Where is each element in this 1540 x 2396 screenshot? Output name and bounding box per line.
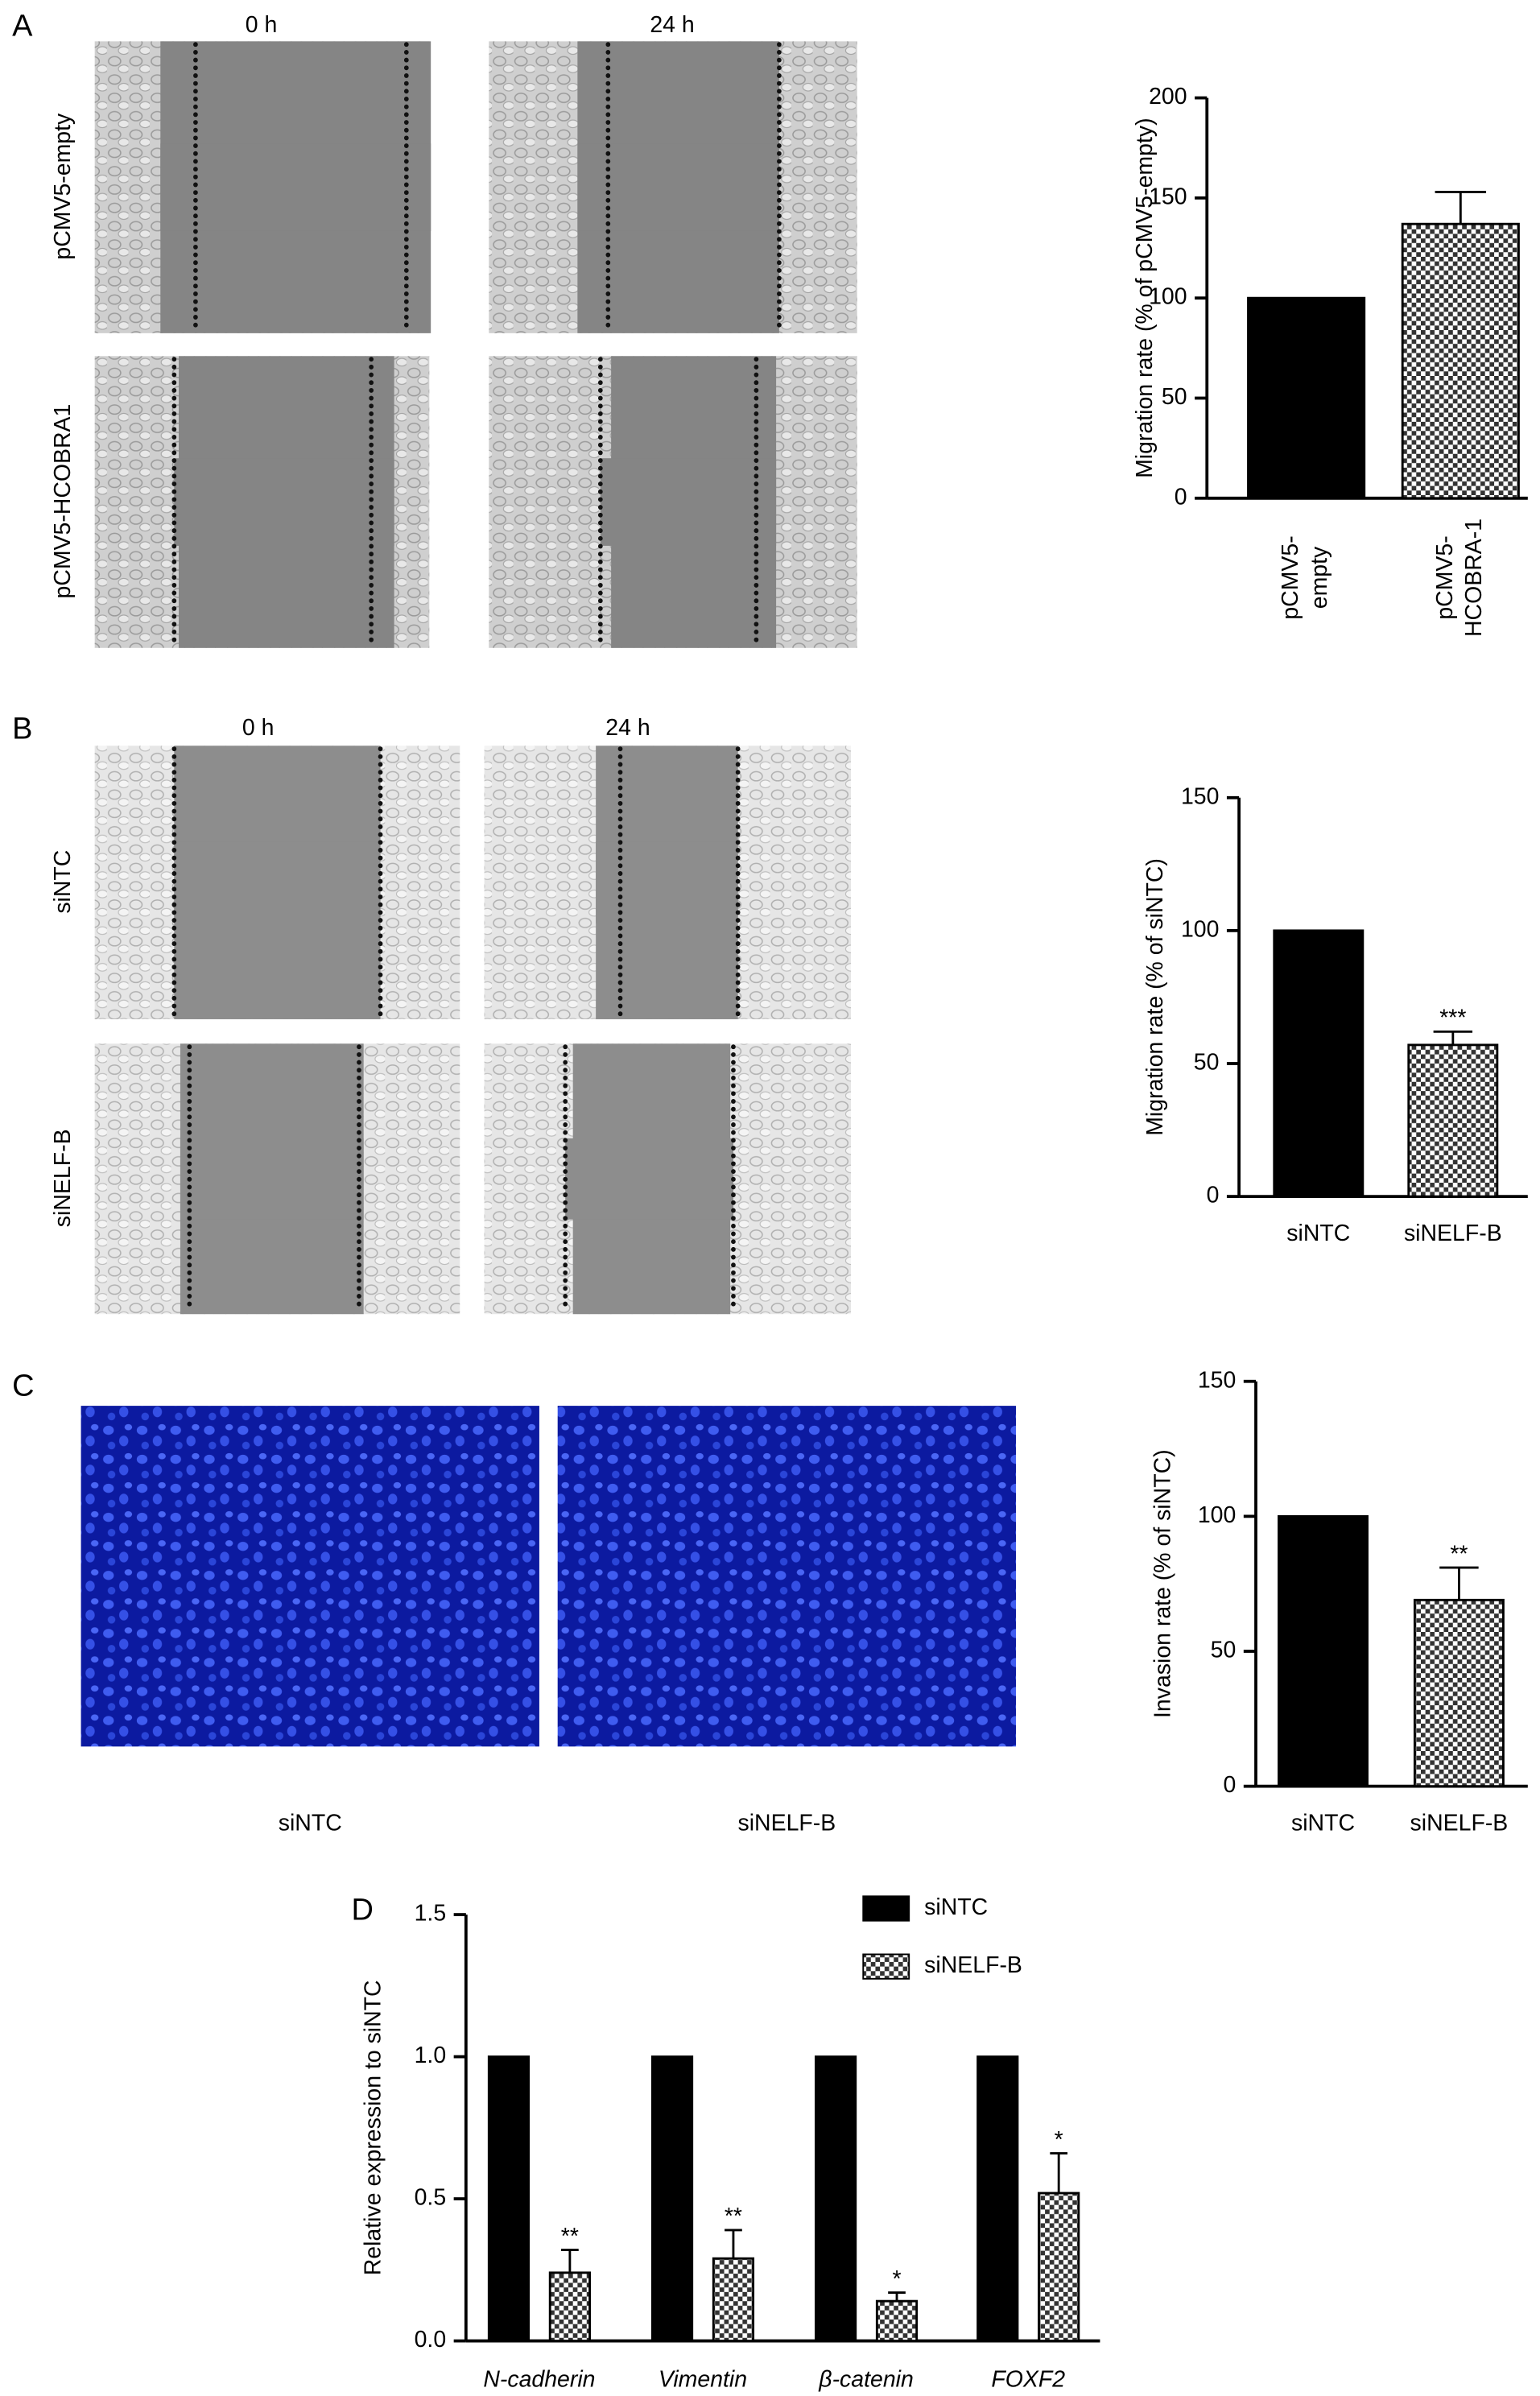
x-tick-label: N-cadherin (483, 2366, 595, 2392)
bar (1401, 222, 1520, 500)
y-tick-label: 1.0 (415, 2043, 447, 2068)
significance-label: * (1055, 2127, 1063, 2153)
panel-label: B (12, 712, 32, 746)
x-tick-label: siNTC (1286, 1221, 1350, 1246)
x-tick-label: empty (1307, 546, 1332, 609)
wound-area (596, 841, 738, 924)
y-tick-label: 200 (1149, 84, 1187, 109)
column-label: 0 h (246, 12, 278, 38)
legend-label: siNELF-B (924, 1952, 1022, 1978)
y-tick-label: 0 (1207, 1183, 1220, 1208)
bar (1273, 929, 1365, 1198)
x-tick-label: HCOBRA-1 (1461, 518, 1487, 637)
x-tick-label: pCMV5- (1432, 535, 1458, 619)
y-tick-label: 100 (1181, 916, 1219, 942)
error-bar (725, 2229, 742, 2259)
y-axis-title: Invasion rate (% of siNTC) (1150, 1449, 1176, 1718)
x-tick-label: siNELF-B (1410, 1811, 1509, 1836)
y-tick-label: 50 (1194, 1050, 1220, 1076)
y-tick-label: 0.0 (415, 2327, 447, 2353)
error-bar (1050, 2152, 1068, 2194)
y-tick-label: 100 (1198, 1502, 1236, 1528)
significance-label: ** (1450, 1541, 1468, 1567)
column-label: 0 h (242, 715, 275, 741)
fluorescence-image (81, 1406, 539, 1747)
y-tick-label: 0.5 (415, 2185, 447, 2211)
y-axis-title: Migration rate (% of siNTC) (1142, 858, 1168, 1136)
bar (1413, 1598, 1505, 1788)
y-tick-label: 100 (1149, 284, 1187, 310)
wound-area (565, 1138, 733, 1220)
legend-label: siNTC (924, 1894, 988, 1920)
y-axis-title: Relative expression to siNTC (360, 1980, 386, 2275)
wound-area (160, 143, 431, 231)
y-tick-label: 1.5 (415, 1901, 447, 1927)
significance-label: ** (725, 2204, 742, 2229)
image-caption: siNELF-B (738, 1811, 836, 1836)
image-caption: siNTC (279, 1811, 342, 1836)
row-label: siNELF-B (50, 1129, 76, 1227)
wound-area (577, 143, 779, 231)
bar (1038, 2192, 1080, 2342)
wound-area (174, 841, 381, 924)
row-label: pCMV5-empty (50, 113, 76, 260)
x-tick-label: siNELF-B (1404, 1221, 1502, 1246)
bar (815, 2055, 857, 2342)
y-tick-label: 0 (1224, 1772, 1237, 1798)
wound-area (174, 458, 394, 546)
bar (976, 2055, 1019, 2342)
significance-label: ** (561, 2224, 579, 2249)
x-tick-label: pCMV5- (1278, 535, 1303, 619)
error-bar (1435, 190, 1487, 225)
x-tick-label: Vimentin (659, 2366, 747, 2392)
y-tick-label: 150 (1149, 184, 1187, 209)
bar (1407, 1043, 1499, 1198)
y-tick-label: 150 (1198, 1367, 1236, 1393)
fluorescence-image (557, 1406, 1017, 1747)
error-bar (888, 2291, 906, 2302)
x-tick-label: FOXF2 (991, 2366, 1065, 2392)
bar (1247, 296, 1366, 500)
wound-area (600, 458, 777, 546)
error-bar (1439, 1566, 1479, 1601)
y-tick-label: 50 (1162, 384, 1187, 410)
row-label: siNTC (50, 850, 76, 914)
bar (1278, 1514, 1369, 1788)
legend-swatch (862, 1953, 910, 1980)
panel-label: D (351, 1893, 373, 1927)
significance-label: * (892, 2266, 901, 2292)
bar (712, 2257, 755, 2342)
panel-label: A (12, 9, 33, 43)
significance-label: *** (1439, 1006, 1466, 1031)
wound-area (180, 1138, 364, 1220)
bar (548, 2271, 591, 2342)
y-tick-label: 0 (1175, 484, 1187, 510)
bar (650, 2055, 694, 2342)
error-bar (1433, 1030, 1473, 1045)
row-label: pCMV5-HCOBRA1 (50, 404, 76, 599)
bar (487, 2055, 531, 2342)
column-label: 24 h (605, 715, 650, 741)
x-tick-label: siNTC (1291, 1811, 1355, 1836)
y-tick-label: 50 (1211, 1638, 1237, 1663)
legend-swatch (862, 1895, 910, 1922)
y-tick-label: 150 (1181, 783, 1219, 809)
panel-label: C (12, 1369, 34, 1402)
x-tick-label: β-catenin (818, 2366, 913, 2392)
error-bar (561, 2249, 579, 2273)
column-label: 24 h (650, 12, 694, 38)
bar (875, 2299, 919, 2342)
y-axis-title: Migration rate (% of pCMV5-empty) (1132, 118, 1158, 477)
